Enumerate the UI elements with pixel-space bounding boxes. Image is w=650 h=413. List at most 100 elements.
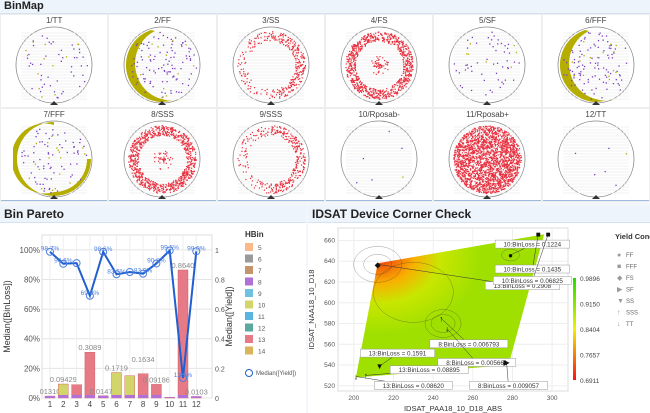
fail-die — [21, 151, 23, 154]
fail-die — [392, 89, 394, 91]
fail-die — [507, 162, 509, 165]
fail-die — [403, 77, 405, 79]
fail-die — [285, 133, 287, 135]
fail-die — [185, 171, 187, 174]
fail-die — [181, 184, 183, 186]
wafer-map[interactable]: 6/FFF — [541, 14, 650, 108]
fail-die — [350, 54, 352, 56]
fail-die — [170, 191, 172, 193]
fail-die — [405, 73, 407, 75]
wafer-map[interactable]: 7/FFF — [0, 108, 109, 202]
fail-die — [509, 179, 511, 181]
wafer-map[interactable]: 3/SS — [216, 14, 325, 108]
wafer-svg — [232, 26, 310, 105]
fail-die — [492, 174, 494, 176]
fail-die — [146, 177, 148, 180]
fail-die — [280, 189, 282, 191]
fail-die — [497, 144, 499, 146]
fail-die — [289, 86, 291, 89]
fail-die — [176, 79, 178, 81]
wafer-map[interactable]: 8/SSS — [108, 108, 217, 202]
fail-die — [511, 166, 513, 168]
wafer-map[interactable]: 2/FF — [108, 14, 217, 108]
fail-die — [484, 79, 486, 82]
fail-die — [410, 53, 413, 55]
fail-die — [33, 44, 35, 47]
fail-die — [390, 33, 392, 36]
fail-die — [469, 148, 471, 151]
fail-die — [191, 143, 193, 145]
fail-die — [512, 180, 514, 182]
fail-die — [354, 54, 356, 56]
fail-die — [401, 50, 403, 52]
fail-die — [374, 97, 376, 99]
fail-die — [376, 38, 378, 40]
fail-die — [500, 186, 502, 188]
fail-die — [489, 164, 491, 166]
fail-die — [352, 51, 354, 53]
fail-die — [159, 134, 161, 136]
fail-die — [511, 66, 513, 68]
fail-die — [496, 187, 498, 190]
fail-die — [376, 59, 378, 62]
fail-die — [187, 166, 189, 168]
fail-die — [462, 162, 465, 164]
fail-die — [134, 145, 137, 147]
fail-die — [510, 144, 513, 146]
fail-die — [463, 135, 466, 137]
fail-die — [506, 60, 509, 62]
fail-die — [175, 185, 177, 187]
fail-die — [254, 46, 256, 48]
fail-die — [371, 91, 373, 93]
fail-die — [383, 39, 386, 41]
wafer-map[interactable]: 5/SF — [433, 14, 542, 108]
wafer-map[interactable]: 1/TT — [0, 14, 109, 108]
fail-die — [482, 144, 485, 146]
fail-die — [135, 164, 137, 166]
fail-die — [486, 190, 488, 192]
fail-die — [491, 166, 493, 168]
fail-die — [161, 127, 164, 129]
fail-die — [140, 177, 142, 179]
fail-die — [141, 172, 144, 174]
fail-die — [467, 183, 469, 185]
fail-die — [292, 46, 294, 48]
fail-die — [187, 162, 189, 164]
fail-die — [155, 134, 157, 136]
fail-die — [351, 72, 353, 74]
fail-die — [376, 56, 378, 58]
fail-die — [303, 57, 306, 60]
fail-die — [511, 159, 513, 162]
fail-die — [390, 89, 392, 91]
fail-die — [178, 91, 181, 93]
wafer-map[interactable]: 4/FS — [325, 14, 434, 108]
fail-die — [148, 41, 150, 44]
fail-die — [133, 155, 135, 158]
fail-die — [508, 181, 510, 183]
fail-die — [182, 172, 184, 174]
fail-die — [247, 88, 249, 90]
wafer-map[interactable]: 9/SSS — [216, 108, 325, 202]
fail-die — [400, 82, 403, 84]
fail-die — [457, 155, 459, 157]
fail-die — [465, 168, 468, 170]
fail-die — [357, 79, 359, 82]
fail-die — [357, 89, 359, 91]
fail-die — [505, 185, 507, 187]
fail-die — [277, 36, 279, 38]
fail-die — [474, 139, 476, 141]
fail-die — [467, 64, 469, 66]
fail-die — [486, 165, 489, 168]
fail-die — [506, 166, 508, 168]
fail-die — [245, 148, 247, 150]
wafer-map[interactable]: 10/Rposab- — [325, 108, 434, 202]
fail-die — [188, 177, 190, 179]
fail-die — [566, 79, 568, 82]
wafer-map[interactable]: 11/Rposab+ — [433, 108, 542, 202]
fail-die — [237, 62, 240, 64]
fail-die — [278, 91, 280, 93]
fail-die — [467, 177, 469, 180]
fail-die — [133, 149, 135, 152]
fail-die — [152, 85, 155, 88]
fail-die — [136, 137, 139, 139]
